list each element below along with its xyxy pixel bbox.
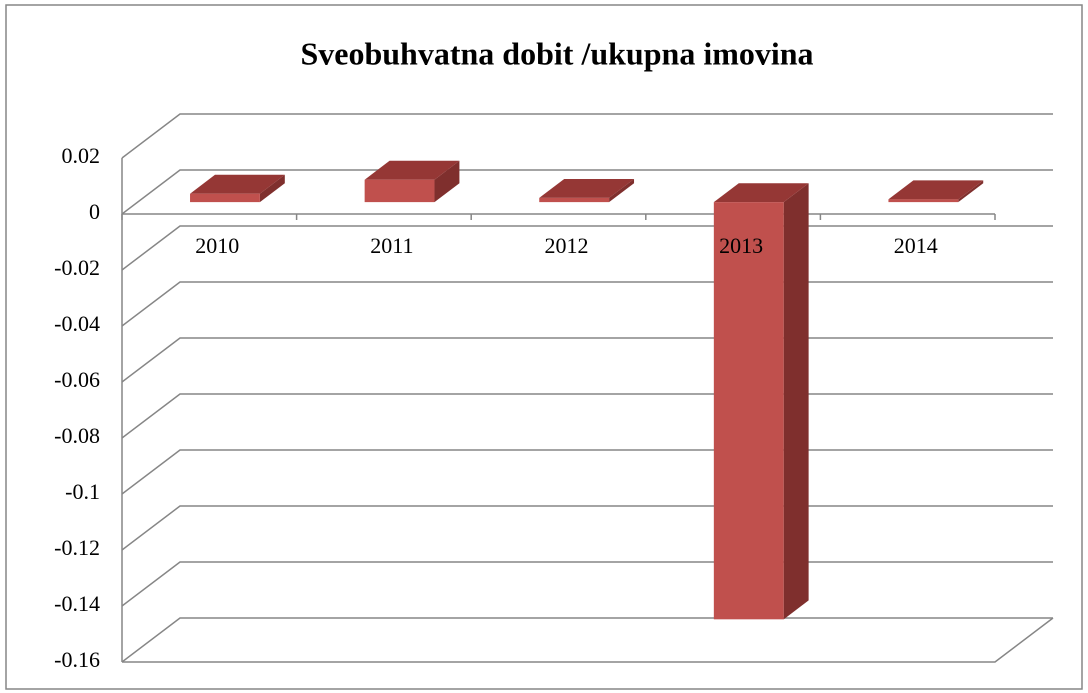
chart-title: Sveobuhvatna dobit /ukupna imovina (300, 35, 813, 71)
y-tick-label: 0.02 (62, 143, 101, 168)
y-tick-label: -0.04 (54, 311, 100, 336)
bar-top (539, 179, 635, 198)
bar (888, 199, 959, 203)
bar-side (609, 179, 635, 203)
bar-top (888, 180, 984, 200)
x-tick-label: 2010 (195, 233, 239, 258)
y-tick-label: -0.12 (54, 535, 100, 560)
bar-side (259, 174, 285, 203)
bar (539, 197, 610, 203)
y-tick-label: -0.02 (54, 255, 100, 280)
x-tick-label: 2011 (370, 233, 413, 258)
bar-side (783, 183, 809, 620)
x-tick-label: 2014 (894, 233, 938, 258)
bar (190, 193, 260, 203)
y-tick-label: 0 (89, 199, 100, 224)
bar-top (713, 183, 809, 203)
bar (364, 179, 435, 203)
grid-line (121, 113, 1053, 159)
bar (713, 202, 784, 620)
y-tick-label: -0.1 (65, 479, 100, 504)
bar-top (190, 174, 285, 194)
y-tick-label: -0.16 (54, 647, 100, 672)
x-tick-label: 2013 (719, 233, 763, 258)
x-tick-label: 2012 (545, 233, 589, 258)
y-tick-label: -0.08 (54, 423, 100, 448)
bar-side (958, 180, 984, 203)
y-tick-label: -0.06 (54, 367, 100, 392)
y-tick-label: -0.14 (54, 591, 100, 616)
chart-border (5, 4, 1083, 690)
floor-edge (122, 617, 1054, 663)
grid-line (121, 169, 1053, 215)
bar-top (364, 160, 460, 180)
bar-side (434, 160, 460, 203)
